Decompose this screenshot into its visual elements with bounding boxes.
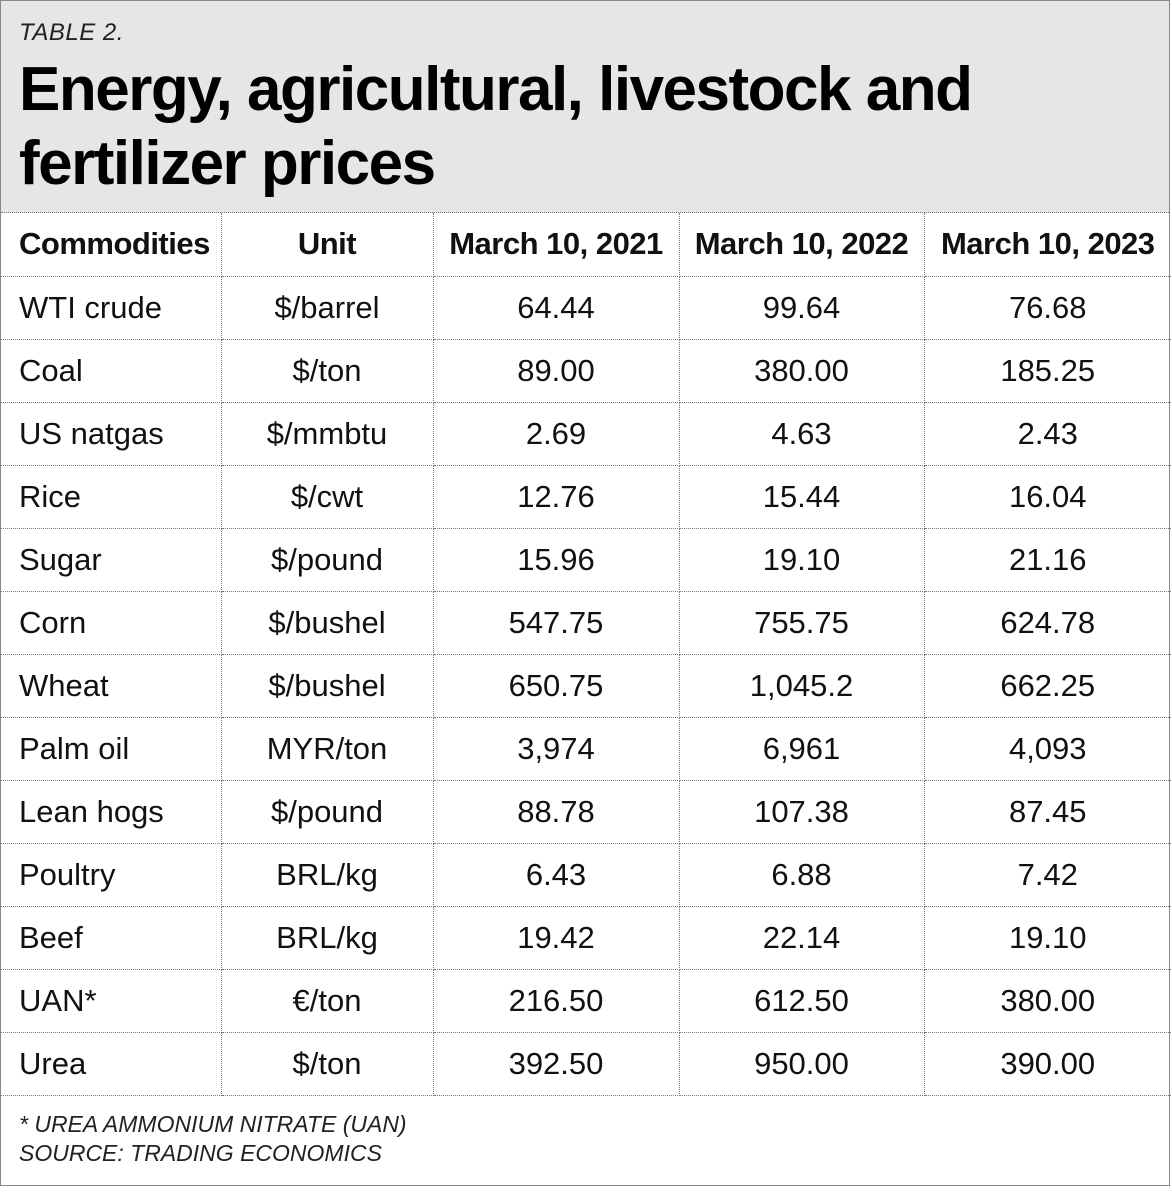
value-2023-cell: 19.10 (924, 906, 1171, 970)
value-2021-cell: 88.78 (433, 780, 680, 844)
value-2023-cell: 662.25 (924, 654, 1171, 718)
table-row: Corn $/bushel 547.75 755.75 624.78 (1, 591, 1171, 655)
value-2021-cell: 6.43 (433, 843, 680, 907)
table-label: TABLE 2. (19, 19, 124, 46)
commodity-cell: Lean hogs (1, 780, 222, 844)
unit-cell: MYR/ton (221, 717, 434, 781)
commodity-cell: Palm oil (1, 717, 222, 781)
table-row: Beef BRL/kg 19.42 22.14 19.10 (1, 906, 1171, 970)
value-2021-cell: 650.75 (433, 654, 680, 718)
table-row: Urea $/ton 392.50 950.00 390.00 (1, 1032, 1171, 1096)
value-2022-cell: 950.00 (679, 1032, 925, 1096)
value-2021-cell: 15.96 (433, 528, 680, 592)
value-2023-cell: 4,093 (924, 717, 1171, 781)
unit-cell: $/pound (221, 780, 434, 844)
table-row: WTI crude $/barrel 64.44 99.64 76.68 (1, 276, 1171, 340)
footnote-uan: * UREA AMMONIUM NITRATE (UAN) (19, 1110, 407, 1137)
header-row: Commodities Unit March 10, 2021 March 10… (1, 213, 1171, 277)
value-2022-cell: 612.50 (679, 969, 925, 1033)
table-row: US natgas $/mmbtu 2.69 4.63 2.43 (1, 402, 1171, 466)
value-2022-cell: 19.10 (679, 528, 925, 592)
table-title-line-2: fertilizer prices (19, 129, 436, 198)
header-unit: Unit (221, 213, 434, 277)
table-header-block: TABLE 2. Energy, agricultural, livestock… (1, 1, 1169, 213)
unit-cell: $/ton (221, 1032, 434, 1096)
value-2023-cell: 380.00 (924, 969, 1171, 1033)
value-2021-cell: 3,974 (433, 717, 680, 781)
value-2022-cell: 15.44 (679, 465, 925, 529)
unit-cell: $/cwt (221, 465, 434, 529)
commodity-cell: Wheat (1, 654, 222, 718)
price-table: Commodities Unit March 10, 2021 March 10… (1, 213, 1171, 1096)
table-row: Wheat $/bushel 650.75 1,045.2 662.25 (1, 654, 1171, 718)
commodity-cell: UAN* (1, 969, 222, 1033)
value-2023-cell: 87.45 (924, 780, 1171, 844)
footnote-source: SOURCE: TRADING ECONOMICS (19, 1139, 382, 1166)
commodity-cell: Beef (1, 906, 222, 970)
value-2023-cell: 7.42 (924, 843, 1171, 907)
value-2023-cell: 16.04 (924, 465, 1171, 529)
commodity-cell: Corn (1, 591, 222, 655)
table-row: UAN* €/ton 216.50 612.50 380.00 (1, 969, 1171, 1033)
value-2021-cell: 216.50 (433, 969, 680, 1033)
header-2022: March 10, 2022 (679, 213, 925, 277)
table-title-line-1: Energy, agricultural, livestock and (19, 55, 973, 124)
table-row: Coal $/ton 89.00 380.00 185.25 (1, 339, 1171, 403)
value-2021-cell: 547.75 (433, 591, 680, 655)
value-2023-cell: 21.16 (924, 528, 1171, 592)
table-row: Poultry BRL/kg 6.43 6.88 7.42 (1, 843, 1171, 907)
unit-cell: $/bushel (221, 591, 434, 655)
commodity-cell: Sugar (1, 528, 222, 592)
value-2023-cell: 390.00 (924, 1032, 1171, 1096)
value-2023-cell: 2.43 (924, 402, 1171, 466)
table-body: WTI crude $/barrel 64.44 99.64 76.68 Coal $/to… (1, 276, 1171, 1096)
value-2021-cell: 392.50 (433, 1032, 680, 1096)
value-2023-cell: 76.68 (924, 276, 1171, 340)
unit-cell: €/ton (221, 969, 434, 1033)
header-commodities: Commodities (1, 213, 222, 277)
value-2021-cell: 2.69 (433, 402, 680, 466)
commodity-cell: US natgas (1, 402, 222, 466)
header-2021: March 10, 2021 (433, 213, 680, 277)
value-2022-cell: 6,961 (679, 717, 925, 781)
commodity-cell: Poultry (1, 843, 222, 907)
value-2021-cell: 12.76 (433, 465, 680, 529)
commodity-cell: Rice (1, 465, 222, 529)
unit-cell: BRL/kg (221, 906, 434, 970)
value-2022-cell: 1,045.2 (679, 654, 925, 718)
value-2022-cell: 22.14 (679, 906, 925, 970)
unit-cell: BRL/kg (221, 843, 434, 907)
table-row: Sugar $/pound 15.96 19.10 21.16 (1, 528, 1171, 592)
unit-cell: $/mmbtu (221, 402, 434, 466)
table-row: Rice $/cwt 12.76 15.44 16.04 (1, 465, 1171, 529)
commodity-cell: Urea (1, 1032, 222, 1096)
value-2021-cell: 19.42 (433, 906, 680, 970)
unit-cell: $/bushel (221, 654, 434, 718)
unit-cell: $/pound (221, 528, 434, 592)
value-2022-cell: 99.64 (679, 276, 925, 340)
value-2021-cell: 64.44 (433, 276, 680, 340)
header-2023: March 10, 2023 (924, 213, 1171, 277)
table-title: Energy, agricultural, livestock and fert… (19, 53, 1151, 201)
table-row: Palm oil MYR/ton 3,974 6,961 4,093 (1, 717, 1171, 781)
value-2023-cell: 624.78 (924, 591, 1171, 655)
unit-cell: $/barrel (221, 276, 434, 340)
value-2022-cell: 107.38 (679, 780, 925, 844)
value-2021-cell: 89.00 (433, 339, 680, 403)
unit-cell: $/ton (221, 339, 434, 403)
commodity-cell: Coal (1, 339, 222, 403)
footnote: * UREA AMMONIUM NITRATE (UAN) SOURCE: TR… (1, 1096, 1169, 1168)
value-2023-cell: 185.25 (924, 339, 1171, 403)
value-2022-cell: 755.75 (679, 591, 925, 655)
value-2022-cell: 380.00 (679, 339, 925, 403)
table-row: Lean hogs $/pound 88.78 107.38 87.45 (1, 780, 1171, 844)
value-2022-cell: 4.63 (679, 402, 925, 466)
commodity-cell: WTI crude (1, 276, 222, 340)
value-2022-cell: 6.88 (679, 843, 925, 907)
